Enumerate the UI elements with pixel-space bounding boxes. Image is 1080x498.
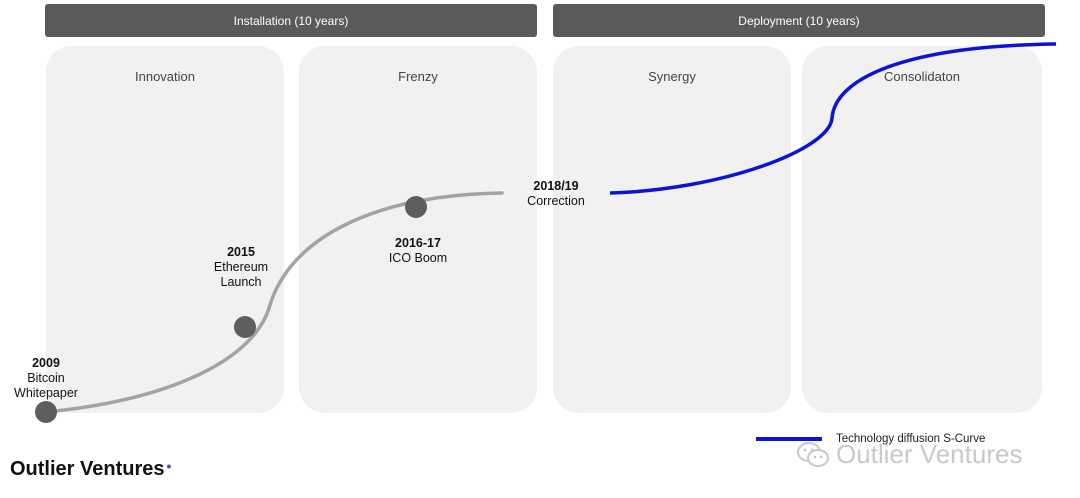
milestone-marker-2015 bbox=[234, 316, 256, 338]
legend: Technology diffusion S-Curve bbox=[756, 431, 985, 447]
milestone-marker-2009 bbox=[35, 401, 57, 423]
stage-panel-consolidation: Consolidaton bbox=[802, 46, 1042, 413]
legend-swatch bbox=[756, 437, 822, 441]
milestone-marker-2016-17 bbox=[405, 196, 427, 218]
milestone-label: Ethereum Launch bbox=[213, 260, 269, 289]
brand-name: Outlier Ventures bbox=[10, 458, 165, 480]
milestone-2015: 2015 Ethereum Launch bbox=[214, 245, 268, 290]
legend-label: Technology diffusion S-Curve bbox=[836, 433, 986, 445]
brand-mark: • bbox=[166, 458, 172, 474]
milestone-label: Correction bbox=[527, 194, 585, 208]
phase-deployment: Deployment (10 years) bbox=[553, 4, 1045, 37]
milestone-year: 2016-17 bbox=[395, 236, 441, 250]
stage-panel-synergy: Synergy bbox=[553, 46, 791, 413]
future-s-curve bbox=[609, 42, 1057, 195]
phase-installation: Installation (10 years) bbox=[45, 4, 537, 37]
wechat-icon bbox=[797, 441, 829, 467]
stage-title: Consolidaton bbox=[884, 69, 960, 84]
milestone-year: 2015 bbox=[227, 245, 255, 259]
milestone-2016-17: 2016-17 ICO Boom bbox=[389, 236, 447, 266]
stage-panel-innovation: Innovation bbox=[46, 46, 284, 413]
stage-title: Synergy bbox=[648, 69, 696, 84]
milestone-year: 2009 bbox=[32, 356, 60, 370]
brand-logo: Outlier Ventures • bbox=[10, 458, 171, 481]
milestone-2018-19: 2018/19 Correction bbox=[527, 179, 585, 209]
milestone-label: ICO Boom bbox=[388, 251, 448, 265]
stage-title: Innovation bbox=[135, 69, 195, 84]
stage-title: Frenzy bbox=[398, 69, 438, 84]
watermark-text: Outlier Ventures bbox=[836, 439, 1023, 469]
milestone-2009: 2009 Bitcoin Whitepaper bbox=[14, 356, 78, 401]
milestone-year: 2018/19 bbox=[533, 179, 579, 193]
milestone-label: Bitcoin Whitepaper bbox=[14, 371, 78, 400]
past-s-curve bbox=[44, 191, 504, 414]
watermark: Outlier Ventures bbox=[796, 439, 1022, 470]
